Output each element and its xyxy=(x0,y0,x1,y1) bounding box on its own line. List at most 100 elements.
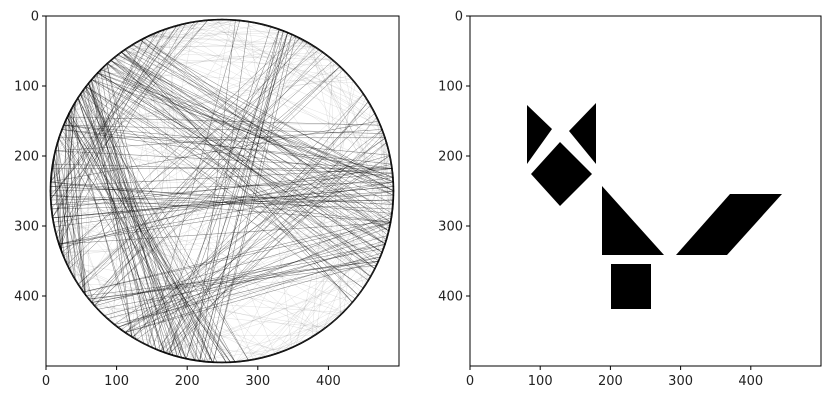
string-line xyxy=(106,63,369,282)
string-line xyxy=(131,44,196,361)
string-line xyxy=(64,120,258,360)
string-line xyxy=(51,24,178,219)
string-line xyxy=(113,260,380,325)
fox-head xyxy=(531,142,592,206)
string-line xyxy=(212,18,382,126)
string-line xyxy=(62,124,374,274)
string-line xyxy=(155,32,187,360)
string-line xyxy=(131,44,254,361)
string-line xyxy=(58,244,111,322)
string-line xyxy=(135,41,386,139)
string-line xyxy=(164,276,372,354)
string-line xyxy=(58,22,187,245)
string-line xyxy=(56,21,191,143)
string-line xyxy=(132,44,389,147)
string-line xyxy=(94,66,341,307)
string-line xyxy=(143,31,288,38)
string-line xyxy=(131,104,372,338)
string-art-lines xyxy=(49,18,395,364)
string-line xyxy=(70,272,320,333)
x-tick-label: 100 xyxy=(104,374,129,389)
string-line xyxy=(54,51,324,152)
string-line xyxy=(50,204,95,307)
string-line xyxy=(94,75,353,303)
string-line xyxy=(343,69,386,245)
string-line xyxy=(168,26,272,355)
string-line xyxy=(168,20,245,28)
y-tick-label: 200 xyxy=(438,150,463,165)
right-x-axis: 0 100 200 300 400 xyxy=(466,366,763,389)
y-tick-label: 300 xyxy=(438,220,463,235)
x-tick-label: 300 xyxy=(245,374,270,389)
string-line xyxy=(64,120,387,241)
string-line xyxy=(110,59,386,245)
string-line xyxy=(110,59,392,223)
string-line xyxy=(235,298,356,363)
string-line xyxy=(128,46,362,293)
string-line xyxy=(50,20,200,183)
string-line xyxy=(82,89,364,289)
string-line xyxy=(77,280,369,285)
string-line xyxy=(143,19,241,38)
string-line xyxy=(70,28,165,274)
string-line xyxy=(53,31,288,227)
string-line xyxy=(173,25,309,43)
string-line xyxy=(299,37,394,205)
string-line xyxy=(80,51,324,289)
string-line xyxy=(117,226,391,328)
string-line xyxy=(106,62,390,232)
string-line xyxy=(94,75,394,183)
string-line xyxy=(164,163,393,354)
string-line xyxy=(248,21,293,349)
string-line xyxy=(94,305,327,328)
string-line xyxy=(151,33,351,307)
string-line xyxy=(164,217,393,354)
string-line xyxy=(49,60,111,192)
string-line xyxy=(168,30,284,355)
string-line xyxy=(61,49,320,253)
string-art-rim xyxy=(49,18,395,364)
string-line xyxy=(50,19,209,210)
y-tick-label: 400 xyxy=(14,290,39,305)
string-line xyxy=(64,260,161,352)
string-line xyxy=(50,186,394,205)
string-line xyxy=(54,150,393,169)
string-line xyxy=(257,195,395,360)
x-tick-label: 400 xyxy=(316,374,341,389)
string-line xyxy=(283,213,393,352)
string-line xyxy=(181,23,374,110)
string-line xyxy=(97,256,381,310)
string-line xyxy=(63,124,385,134)
string-line xyxy=(50,97,78,178)
string-line xyxy=(147,19,241,347)
string-line xyxy=(135,41,390,232)
x-tick-label: 300 xyxy=(668,374,693,389)
string-line xyxy=(135,18,214,43)
string-line xyxy=(82,19,241,293)
string-line xyxy=(117,54,393,169)
x-tick-label: 400 xyxy=(738,374,763,389)
string-line xyxy=(50,181,324,331)
string-line xyxy=(51,168,196,362)
x-tick-label: 0 xyxy=(42,374,50,389)
string-line xyxy=(80,288,327,328)
y-tick-label: 400 xyxy=(438,290,463,305)
string-line xyxy=(50,172,122,331)
string-line xyxy=(164,100,369,354)
left-axes-frame xyxy=(45,15,400,367)
string-line xyxy=(375,112,394,210)
string-line xyxy=(61,129,394,178)
string-line xyxy=(49,24,178,201)
string-line xyxy=(181,155,391,359)
string-line xyxy=(50,181,393,214)
string-line xyxy=(52,163,394,174)
left-panel: 0 100 200 300 400 0 100 200 300 400 xyxy=(14,10,400,389)
string-line xyxy=(113,256,381,325)
right-panel: 0 100 200 300 400 0 100 200 300 400 xyxy=(438,10,822,389)
string-line xyxy=(49,195,320,333)
string-line xyxy=(70,79,353,110)
string-line xyxy=(56,142,81,289)
fox-tail xyxy=(676,194,782,255)
string-line xyxy=(77,49,320,285)
string-line xyxy=(58,181,394,245)
